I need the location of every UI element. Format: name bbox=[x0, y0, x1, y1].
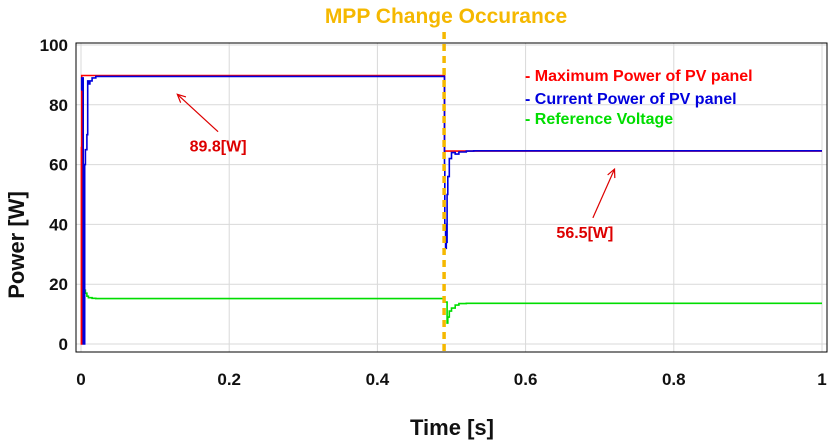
y-tick-label-2: 40 bbox=[49, 215, 68, 234]
x-tick-label-4: 0.8 bbox=[662, 370, 686, 389]
y-tick-label-5: 100 bbox=[40, 36, 68, 55]
annotations: 89.8[W] 56.5[W] bbox=[176, 93, 616, 242]
x-tick-label-3: 0.6 bbox=[514, 370, 538, 389]
annotation-arrow-head-0 bbox=[176, 93, 187, 103]
y-tick-labels: 0 20 40 60 80 100 bbox=[40, 36, 68, 354]
annotation-label-56-5: 56.5[W] bbox=[556, 225, 613, 242]
legend-entry-current-power: - Current Power of PV panel bbox=[525, 91, 737, 108]
y-tick-label-0: 0 bbox=[59, 335, 68, 354]
x-tick-label-2: 0.4 bbox=[366, 370, 390, 389]
legend-entry-maximum-power: - Maximum Power of PV panel bbox=[525, 68, 753, 85]
grid bbox=[76, 43, 827, 352]
annotation-arrow-shaft-1 bbox=[592, 168, 616, 219]
y-tick-label-4: 80 bbox=[49, 96, 68, 115]
annotation-arrow-head-1 bbox=[607, 167, 616, 179]
x-tick-label-1: 0.2 bbox=[217, 370, 241, 389]
legend-entry-reference-voltage: - Reference Voltage bbox=[525, 111, 673, 128]
series-line-reference-voltage bbox=[80, 277, 822, 324]
y-axis-label: Power [W] bbox=[4, 191, 29, 299]
legend: - Maximum Power of PV panel - Current Po… bbox=[525, 68, 753, 128]
y-tick-label-3: 60 bbox=[49, 156, 68, 175]
series-layer bbox=[80, 74, 822, 345]
plot-frame bbox=[75, 42, 828, 353]
y-tick-label-1: 20 bbox=[49, 275, 68, 294]
chart-title: MPP Change Occurance bbox=[325, 5, 567, 28]
x-axis-label: Time [s] bbox=[410, 415, 494, 440]
annotation-arrow-shaft-0 bbox=[176, 93, 219, 133]
series-line-maximum-power-of-pv-panel bbox=[80, 74, 822, 345]
series-line-current-power-of-pv-panel bbox=[80, 75, 822, 345]
x-tick-label-5: 1 bbox=[817, 370, 826, 389]
x-tick-label-0: 0 bbox=[76, 370, 85, 389]
annotation-label-89-8: 89.8[W] bbox=[190, 139, 247, 156]
x-tick-labels: 0 0.2 0.4 0.6 0.8 1 bbox=[76, 370, 826, 389]
